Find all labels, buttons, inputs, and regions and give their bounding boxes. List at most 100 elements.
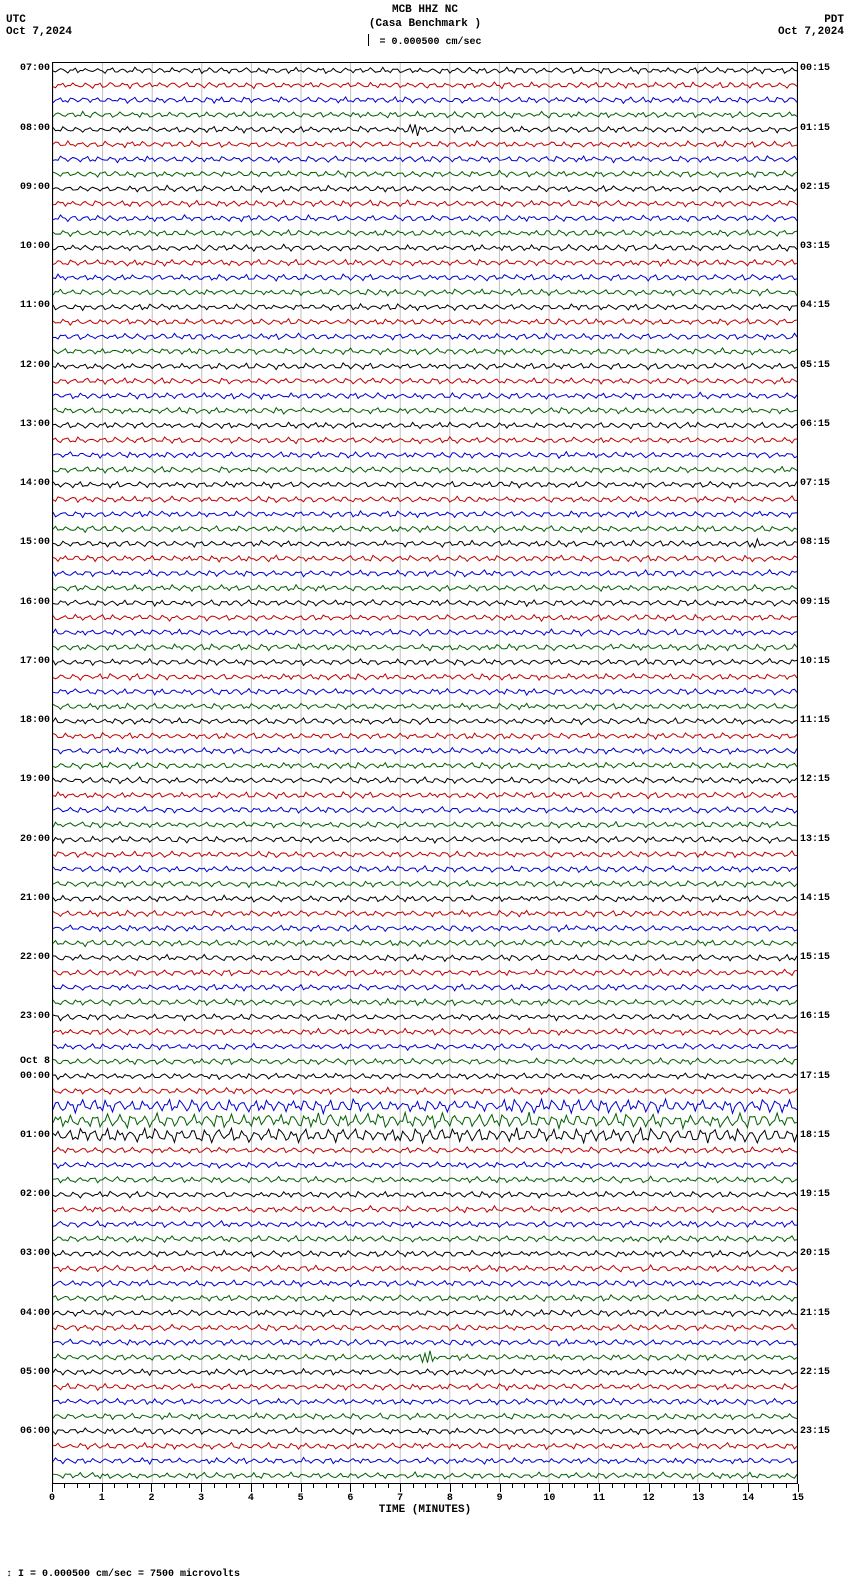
ylabel-right: 09:15 [800,597,830,608]
trace-row [53,969,797,975]
xtick-minor [363,1484,364,1488]
xtick-label: 13 [693,1493,705,1504]
xtick-label: 11 [593,1493,605,1504]
trace-row [53,718,797,725]
ylabel-left-date: Oct 8 [2,1056,50,1067]
trace-row [53,1413,797,1420]
trace-row [53,244,797,251]
xtick-major [699,1484,700,1492]
seismogram-container: MCB HHZ NC (Casa Benchmark ) = 0.000500 … [0,0,850,1584]
xtick-minor [127,1484,128,1488]
trace-row [53,599,797,606]
trace-row [53,408,797,414]
ylabel-right: 17:15 [800,1071,830,1082]
trace-row [53,1339,797,1346]
ylabel-left: 11:00 [2,300,50,311]
xtick-minor [512,1484,513,1488]
trace-row [53,733,797,740]
trace-row [53,496,797,503]
xtick-major [102,1484,103,1492]
trace-row [53,1206,797,1213]
trace-row [53,481,797,488]
trace-row [53,615,797,622]
xtick-label: 9 [497,1493,503,1504]
trace-row [53,836,797,843]
trace-row [53,363,797,370]
footer-scale: ↕ I = 0.000500 cm/sec = 7500 microvolts [6,1569,240,1580]
trace-row [53,703,797,709]
xtick-major [52,1484,53,1492]
trace-row [53,304,797,311]
ylabel-right: 04:15 [800,300,830,311]
trace-row [53,1014,797,1021]
trace-row [53,629,797,636]
trace-row [53,274,797,281]
trace-row [53,111,797,118]
trace-row [53,925,797,932]
ylabel-right: 07:15 [800,478,830,489]
trace-row [53,185,797,192]
xtick-minor [413,1484,414,1488]
trace-row [53,1324,797,1331]
trace-row [53,762,797,769]
xtick-minor [388,1484,389,1488]
ylabel-left: 07:00 [2,63,50,74]
xtick-minor [786,1484,787,1488]
trace-row [53,940,797,947]
ylabel-left: 21:00 [2,893,50,904]
xtick-minor [475,1484,476,1488]
trace-row [53,260,797,267]
trace-row [53,1073,797,1079]
ylabel-left: 01:00 [2,1130,50,1141]
xtick-minor [139,1484,140,1488]
trace-row [53,333,797,340]
ylabel-left: 03:00 [2,1248,50,1259]
left-timezone-block: UTC Oct 7,2024 [6,14,72,38]
trace-row [53,1087,797,1094]
station-title: MCB HHZ NC [0,4,850,16]
trace-row [53,585,797,591]
ylabel-right: 00:15 [800,63,830,74]
trace-row [53,792,797,799]
trace-row [53,526,797,533]
trace-row [53,851,797,858]
xtick-minor [537,1484,538,1488]
ylabel-left: 14:00 [2,478,50,489]
ylabel-left: 08:00 [2,123,50,134]
xtick-label: 5 [298,1493,304,1504]
trace-row [53,955,797,962]
ylabel-right: 12:15 [800,774,830,785]
scale-text: = 0.000500 cm/sec [379,37,481,48]
xtick-minor [624,1484,625,1488]
xtick-major [251,1484,252,1492]
x-axis-label: TIME (MINUTES) [52,1504,798,1516]
ylabel-left: 15:00 [2,537,50,548]
xtick-minor [425,1484,426,1488]
ylabel-left: 22:00 [2,952,50,963]
xtick-minor [226,1484,227,1488]
ylabel-left: 18:00 [2,715,50,726]
xtick-minor [661,1484,662,1488]
trace-row [53,97,797,104]
trace-row [53,200,797,207]
ylabel-right: 20:15 [800,1248,830,1259]
x-axis: TIME (MINUTES) 0123456789101112131415 [52,1484,798,1520]
trace-row [53,895,797,902]
ylabel-left: 20:00 [2,834,50,845]
ylabel-left: 09:00 [2,182,50,193]
scale-bar-icon [368,34,369,46]
trace-row [53,1399,797,1405]
ylabel-right: 11:15 [800,715,830,726]
trace-row [53,392,797,399]
xtick-label: 6 [347,1493,353,1504]
xtick-minor [189,1484,190,1488]
trace-row [53,1043,797,1050]
trace-row [53,1472,797,1479]
trace-row [53,1265,797,1272]
trace-row [53,644,797,651]
xtick-label: 12 [643,1493,655,1504]
trace-row [53,866,797,873]
trace-row [53,539,797,548]
ylabel-right: 02:15 [800,182,830,193]
left-tz: UTC [6,14,72,26]
